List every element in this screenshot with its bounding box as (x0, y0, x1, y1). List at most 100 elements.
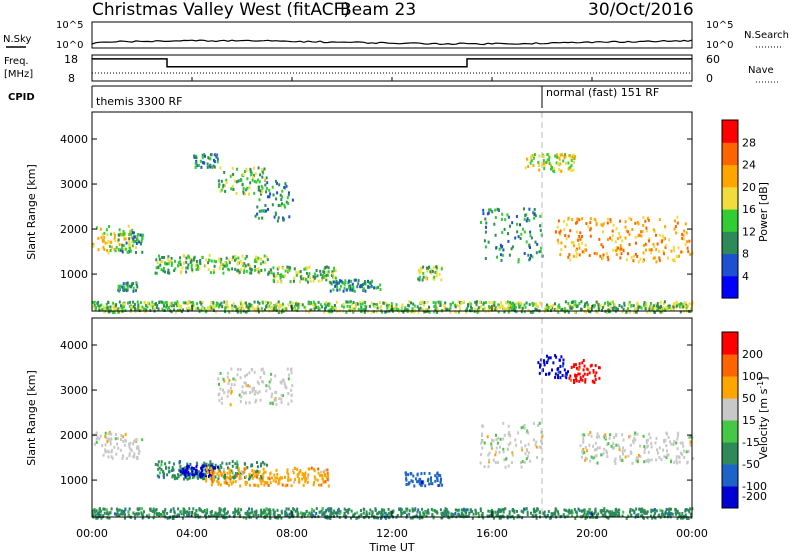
velocity-cell (501, 508, 504, 512)
power-cell (252, 173, 255, 177)
power-cell (332, 272, 334, 276)
power-cell (572, 156, 575, 160)
velocity-cell (567, 514, 569, 518)
velocity-cell (604, 433, 607, 437)
velocity-cell (269, 386, 272, 390)
velocity-cell (405, 477, 408, 481)
power-cell (572, 244, 575, 248)
velocity-cell (554, 375, 557, 379)
velocity-cell (522, 510, 525, 514)
power-cell (536, 242, 539, 246)
power-cell (656, 242, 659, 246)
power-cell (264, 261, 267, 265)
nsearch-tick-high: 10^5 (706, 20, 733, 31)
velocity-cell (195, 471, 198, 475)
y-tick-label: 4000 (60, 339, 88, 352)
power-cell (388, 305, 391, 309)
velocity-cell (612, 442, 615, 446)
velocity-cell (223, 516, 226, 520)
colorbar-tick-label: 15 (742, 414, 756, 427)
velocity-cell (593, 380, 596, 384)
velocity-cell (602, 434, 605, 438)
power-cell (352, 301, 355, 304)
velocity-cell (275, 391, 278, 394)
velocity-cell (291, 384, 294, 388)
nsky-label: N.Sky (3, 34, 31, 45)
velocity-cell (191, 476, 194, 480)
velocity-cell (594, 441, 597, 445)
power-cell (269, 305, 272, 309)
power-cell (664, 243, 667, 247)
velocity-cell (275, 480, 277, 484)
velocity-cell (137, 508, 140, 512)
velocity-cell (445, 510, 448, 514)
power-cell (622, 249, 625, 253)
velocity-cell (606, 516, 609, 520)
velocity-cell (303, 514, 306, 518)
velocity-cell (195, 508, 198, 512)
power-cell (213, 259, 216, 263)
power-cell (225, 181, 228, 184)
velocity-regions (92, 354, 694, 520)
velocity-cell (253, 386, 255, 390)
velocity-cell (531, 514, 534, 518)
power-cell (567, 234, 570, 238)
power-cell (284, 269, 287, 273)
power-cell (640, 230, 643, 234)
velocity-cell (296, 508, 298, 512)
velocity-cell (244, 466, 247, 470)
power-cell (520, 310, 523, 314)
power-cell (257, 178, 260, 182)
power-cell (660, 306, 663, 310)
power-cell (544, 305, 547, 309)
velocity-cell (586, 449, 588, 453)
power-cell (484, 230, 487, 234)
power-cell (655, 260, 658, 264)
power-cell (574, 303, 577, 307)
velocity-cell (584, 456, 587, 460)
velocity-cell (228, 471, 231, 475)
power-cell (321, 305, 324, 309)
power-cell (163, 304, 165, 308)
power-cell (99, 227, 102, 231)
power-cell (448, 308, 451, 312)
colorbar-cell (722, 120, 738, 143)
velocity-cell (647, 458, 650, 462)
power-cell (213, 268, 216, 272)
velocity-cell (687, 517, 690, 520)
velocity-cell (179, 468, 182, 472)
power-cell (572, 160, 575, 164)
velocity-cell (609, 514, 612, 518)
velocity-cell (664, 510, 667, 514)
velocity-cell (117, 446, 120, 450)
power-cell (434, 308, 437, 312)
power-cell (440, 278, 443, 282)
power-cell (553, 167, 556, 171)
power-cell (398, 310, 400, 314)
power-cell (141, 233, 144, 237)
power-cell (117, 238, 120, 242)
velocity-cell (223, 471, 226, 474)
power-cell (535, 308, 537, 311)
velocity-cell (534, 510, 537, 513)
velocity-cell (158, 512, 160, 516)
velocity-cell (321, 474, 324, 478)
velocity-cell (487, 465, 490, 469)
power-cell (601, 224, 604, 228)
power-cell (433, 310, 436, 314)
velocity-cell (596, 461, 599, 465)
velocity-cell (687, 449, 690, 453)
power-cell (122, 305, 125, 309)
velocity-cell (506, 447, 509, 451)
velocity-cell (141, 438, 144, 442)
power-cell (452, 301, 454, 305)
power-cell (258, 180, 261, 184)
power-cell (317, 305, 320, 309)
power-cell (505, 301, 507, 305)
velocity-cell (121, 512, 124, 516)
velocity-cell (106, 449, 109, 453)
power-cell (336, 288, 339, 292)
power-cell (390, 304, 393, 308)
velocity-cell (286, 483, 289, 487)
velocity-cell (532, 510, 535, 514)
